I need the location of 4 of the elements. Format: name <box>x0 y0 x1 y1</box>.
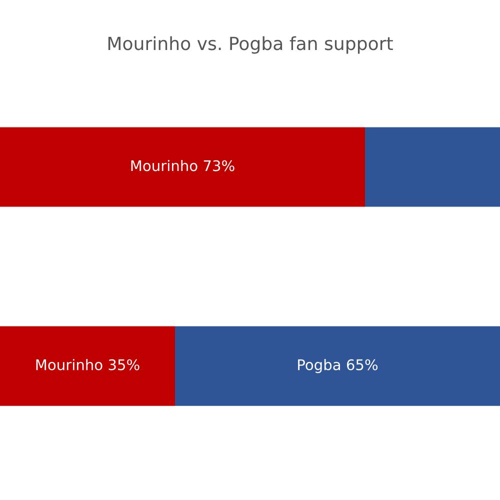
text: Mourinho vs. Pogba fan support <box>108 36 393 54</box>
data-label: Pogba 65% <box>298 358 378 374</box>
data-label: Mourinho 73% <box>131 160 234 172</box>
data-label: Mourinho 35% <box>36 358 140 370</box>
